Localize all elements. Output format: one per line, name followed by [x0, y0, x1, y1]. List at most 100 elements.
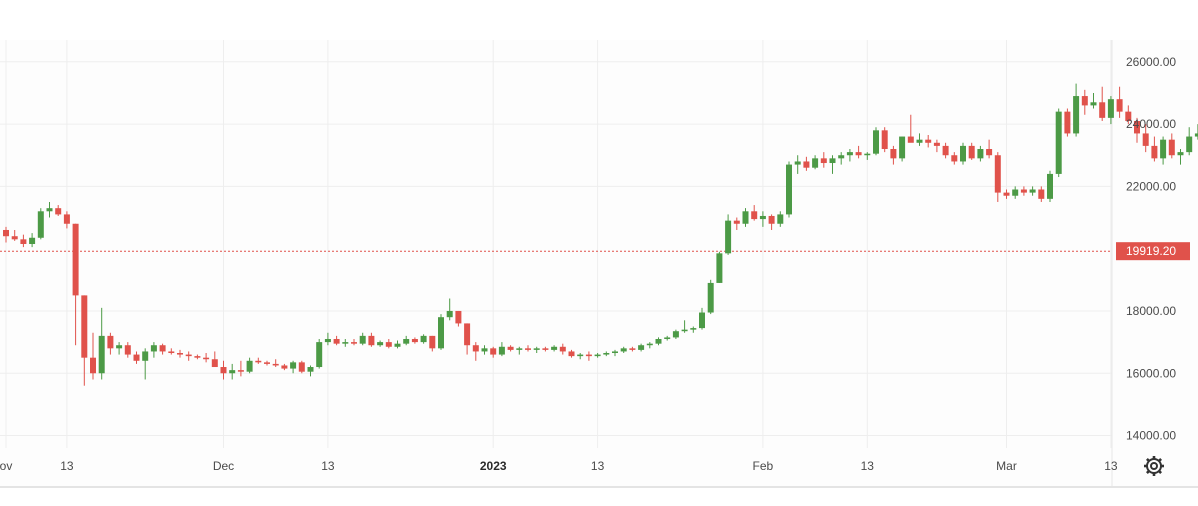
candle [1055, 108, 1062, 178]
candle-body [403, 338, 410, 344]
candle-body [542, 348, 549, 350]
candle [568, 349, 575, 358]
candle [873, 127, 879, 156]
candle-body [899, 136, 906, 159]
candle [385, 338, 392, 349]
candle-body [342, 342, 349, 344]
candle-body [1064, 111, 1071, 134]
candle [594, 353, 601, 358]
candle [916, 133, 923, 146]
candle-body [1134, 120, 1140, 134]
candle [846, 149, 853, 162]
candle-body [98, 335, 105, 374]
candle-body [472, 345, 479, 352]
candle-body [933, 142, 940, 146]
candle [1029, 186, 1036, 196]
candle-body [107, 335, 114, 349]
candle [655, 337, 662, 346]
candle [829, 155, 836, 174]
candle [481, 345, 488, 355]
candle-body [881, 130, 888, 150]
x-tick-label: Dec [213, 459, 234, 473]
chart-area[interactable]: 26000.00 24000.00 22000.00 18000.00 16000.00… [0, 40, 1198, 488]
candle [960, 142, 966, 165]
candle-body [507, 346, 514, 350]
candle-body [385, 342, 392, 347]
candle-body [768, 215, 775, 224]
candle [255, 357, 262, 364]
candle-body [977, 149, 984, 159]
candle-body [55, 208, 62, 215]
candle [942, 142, 949, 159]
candle-body [1151, 145, 1158, 159]
candle-body [707, 282, 714, 313]
candle [585, 351, 592, 361]
candle-body [1177, 152, 1184, 156]
candle [1047, 170, 1053, 202]
candle [290, 360, 297, 374]
candlestick-chart[interactable]: 26000.00 24000.00 22000.00 18000.00 16000.00… [0, 40, 1198, 486]
candle [672, 329, 679, 339]
candle [29, 233, 36, 248]
candle [638, 343, 645, 352]
candle [794, 155, 801, 174]
candle-body [551, 346, 558, 350]
candle-body [925, 139, 932, 143]
candle [116, 342, 123, 355]
candle-body [786, 164, 792, 215]
y-axis: 26000.00 24000.00 22000.00 18000.00 16000.00… [1126, 55, 1176, 443]
candle-body [1047, 173, 1053, 199]
candle [507, 345, 514, 352]
candle [1142, 124, 1149, 153]
candle [620, 346, 627, 354]
candle-body [3, 229, 9, 237]
candle [490, 346, 497, 358]
candle-body [568, 351, 575, 357]
candle [551, 345, 558, 352]
candle [298, 360, 305, 374]
candle [11, 229, 18, 241]
candle [307, 365, 314, 377]
candle-body [1142, 133, 1149, 146]
candle-body [629, 348, 636, 350]
y-tick-label: 14000.00 [1126, 429, 1176, 443]
candle [63, 211, 70, 229]
candle-body [490, 348, 497, 355]
candle [438, 314, 444, 350]
candle-body [159, 345, 166, 352]
settings-gear-button[interactable] [1142, 454, 1166, 478]
candle-body [446, 310, 453, 318]
price-tag-label: 19919.20 [1126, 244, 1176, 258]
y-tick-label: 16000.00 [1126, 366, 1176, 380]
candle [464, 323, 471, 355]
candle-body [733, 220, 740, 224]
candle [20, 234, 27, 248]
candle [411, 337, 418, 344]
candle [733, 217, 740, 230]
candle [316, 338, 323, 369]
candle-body [351, 342, 357, 344]
candle [751, 205, 758, 221]
candle [37, 208, 44, 240]
candle-body [664, 337, 671, 339]
candle-body [820, 158, 827, 164]
candle [1160, 136, 1167, 165]
candle [264, 360, 270, 366]
candle-body [533, 348, 540, 350]
candle-body [873, 130, 879, 154]
x-tick-label: 13 [861, 459, 875, 473]
candle [629, 346, 636, 352]
candle [986, 139, 993, 159]
candle-body [394, 343, 401, 347]
candle-body [29, 237, 36, 244]
candle-body [298, 362, 305, 372]
candle-body [855, 152, 862, 156]
candle-body [994, 155, 1001, 193]
candle-body [612, 351, 618, 354]
candle-body [264, 362, 270, 364]
candle [525, 345, 531, 352]
y-tick-label: 18000.00 [1126, 304, 1176, 318]
candle-body [525, 348, 531, 350]
candle-body [203, 357, 210, 360]
candle [168, 348, 175, 355]
